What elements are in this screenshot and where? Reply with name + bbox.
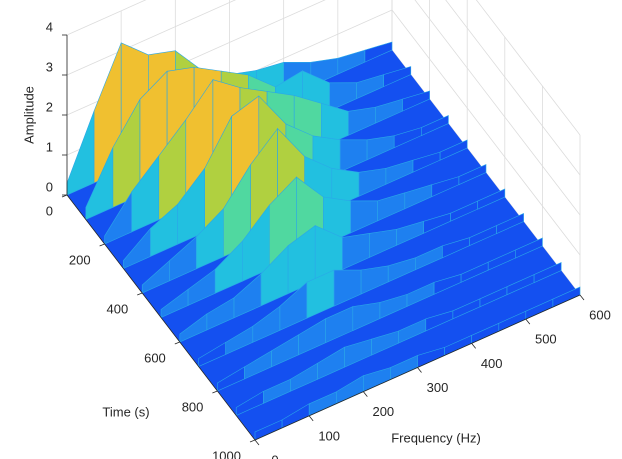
y-tick-label: 200 — [69, 252, 91, 267]
x-tick — [579, 294, 585, 301]
surface-cell — [364, 41, 393, 63]
y-tick — [61, 194, 68, 198]
z-tick-label: 1 — [46, 139, 53, 154]
y-tick — [212, 390, 218, 394]
y-tick-label: 0 — [46, 203, 53, 218]
surface-cell — [439, 139, 468, 161]
x-tick-label: 300 — [427, 380, 449, 395]
x-tick — [471, 343, 476, 349]
y-tick-label: 400 — [106, 301, 128, 316]
surface-cell — [496, 213, 524, 235]
grid-line — [66, 0, 581, 176]
axes: 0 1 2 3 4 0 200 400 600 800 1000 0 100 200 300 400 500 60… — [46, 19, 611, 459]
x-tick — [363, 391, 368, 397]
y-tick — [137, 292, 143, 296]
x-tick-label: 100 — [318, 428, 340, 443]
z-tick-label: 4 — [46, 19, 53, 34]
z-tick-label: 2 — [46, 99, 53, 114]
y-tick-label: 1000 — [212, 448, 241, 459]
surface-cell — [458, 164, 487, 186]
x-tick — [254, 439, 260, 446]
surface-cell — [533, 262, 562, 284]
surface-cell — [420, 115, 449, 137]
y-tick — [99, 243, 105, 247]
y-axis — [66, 194, 256, 441]
y-tick-label: 600 — [144, 350, 166, 365]
x-tick — [308, 415, 314, 422]
surface-cell — [477, 188, 506, 210]
x-tick-label: 0 — [271, 452, 278, 459]
x-tick — [417, 367, 422, 373]
surface-cell — [402, 90, 430, 112]
z-axis-label: Amplitude — [21, 86, 36, 144]
x-tick-label: 200 — [372, 404, 394, 419]
surface-cell — [383, 66, 412, 88]
y-axis-label: Time (s) — [102, 404, 149, 419]
x-tick-label: 600 — [589, 307, 611, 322]
y-tick — [174, 341, 180, 345]
y-tick-label: 800 — [182, 399, 204, 414]
z-tick-label: 0 — [46, 179, 53, 194]
grid-line — [66, 0, 581, 136]
z-tick-label: 3 — [46, 59, 53, 74]
x-tick — [525, 318, 531, 325]
x-axis-label: Frequency (Hz) — [391, 430, 481, 445]
x-tick-label: 500 — [535, 332, 557, 347]
surface-cell — [514, 237, 543, 259]
x-tick-label: 400 — [481, 356, 503, 371]
y-tick — [249, 439, 256, 443]
surface — [66, 41, 581, 441]
